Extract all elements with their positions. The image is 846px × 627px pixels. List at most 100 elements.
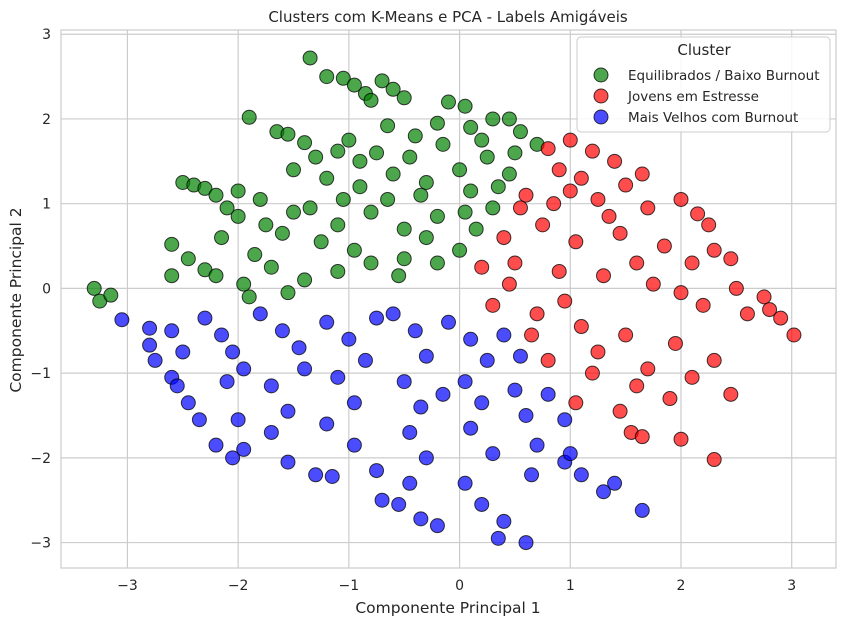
data-point: [485, 446, 501, 462]
y-tick-label: 3: [42, 27, 51, 43]
data-point: [557, 293, 573, 309]
legend-label: Equilibrados / Baixo Burnout: [628, 68, 820, 84]
data-point: [634, 166, 650, 182]
data-point: [701, 217, 717, 233]
data-point: [214, 230, 230, 246]
data-point: [236, 276, 252, 292]
data-point: [197, 310, 213, 326]
data-point: [485, 111, 501, 127]
data-point: [164, 268, 180, 284]
legend: Cluster Equilibrados / Baixo Burnout Jove…: [576, 36, 831, 133]
data-point: [208, 268, 224, 284]
data-point: [274, 323, 290, 339]
data-point: [512, 348, 528, 364]
data-point: [524, 327, 540, 343]
legend-marker: [593, 67, 609, 83]
data-point: [319, 69, 335, 85]
data-point: [546, 196, 562, 212]
data-point: [302, 200, 318, 216]
x-tick-label: 1: [566, 578, 575, 594]
data-point: [180, 251, 196, 267]
data-point: [280, 285, 296, 301]
data-point: [396, 374, 412, 390]
data-point: [540, 386, 556, 402]
data-point: [557, 412, 573, 428]
data-point: [463, 183, 479, 199]
data-point: [346, 437, 362, 453]
legend-item: Equilibrados / Baixo Burnout: [593, 67, 820, 84]
y-tick-label: −3: [30, 536, 51, 552]
data-point: [346, 242, 362, 258]
data-point: [518, 535, 534, 551]
data-point: [684, 255, 700, 271]
data-point: [324, 468, 340, 484]
data-point: [463, 331, 479, 347]
data-point: [330, 263, 346, 279]
y-tick-label: −2: [30, 451, 51, 467]
data-point: [562, 183, 578, 199]
data-point: [241, 289, 257, 305]
data-point: [474, 395, 490, 411]
data-point: [429, 208, 445, 224]
data-point: [640, 200, 656, 216]
y-tick-label: 0: [42, 281, 51, 297]
data-point: [584, 365, 600, 381]
data-point: [496, 230, 512, 246]
data-point: [435, 136, 451, 152]
data-point: [191, 412, 207, 428]
data-point: [330, 217, 346, 233]
data-point: [656, 238, 672, 254]
legend-item: Mais Velhos com Burnout: [593, 109, 798, 126]
data-point: [507, 382, 523, 398]
data-point: [584, 143, 600, 159]
data-point: [363, 204, 379, 220]
data-point: [241, 109, 257, 125]
data-point: [219, 374, 235, 390]
data-point: [573, 170, 589, 186]
legend-item: Jovens em Estresse: [593, 88, 759, 105]
y-tick-label: −1: [30, 366, 51, 382]
data-point: [529, 437, 545, 453]
chart-title: Clusters com K-Means e PCA - Labels Amig…: [268, 8, 628, 26]
data-point: [418, 450, 434, 466]
data-point: [297, 361, 313, 377]
data-point: [457, 374, 473, 390]
data-point: [263, 424, 279, 440]
data-point: [308, 149, 324, 165]
series-3: [114, 306, 650, 551]
data-point: [341, 132, 357, 148]
data-point: [357, 352, 373, 368]
data-point: [308, 467, 324, 483]
data-point: [490, 530, 506, 546]
legend-marker: [593, 88, 609, 104]
data-point: [319, 314, 335, 330]
y-tick-label: 2: [42, 112, 51, 128]
data-point: [369, 463, 385, 479]
data-point: [402, 475, 418, 491]
data-point: [413, 511, 429, 527]
data-point: [618, 177, 634, 193]
data-point: [374, 492, 390, 508]
data-point: [286, 204, 301, 220]
series-1: [86, 50, 545, 309]
data-point: [667, 335, 683, 351]
data-point: [529, 306, 545, 322]
data-point: [512, 124, 528, 140]
data-point: [385, 81, 401, 97]
data-point: [114, 312, 130, 328]
data-point: [208, 437, 224, 453]
legend-label: Mais Velhos com Burnout: [628, 110, 798, 126]
data-point: [468, 221, 484, 237]
data-point: [457, 204, 473, 220]
data-point: [463, 119, 479, 135]
data-point: [723, 386, 739, 402]
data-point: [147, 352, 163, 368]
data-point: [695, 297, 711, 313]
data-point: [441, 94, 456, 110]
data-point: [418, 175, 434, 191]
x-axis-title: Componente Principal 1: [355, 599, 540, 617]
data-point: [396, 90, 412, 106]
data-point: [441, 314, 456, 330]
data-point: [396, 251, 412, 267]
